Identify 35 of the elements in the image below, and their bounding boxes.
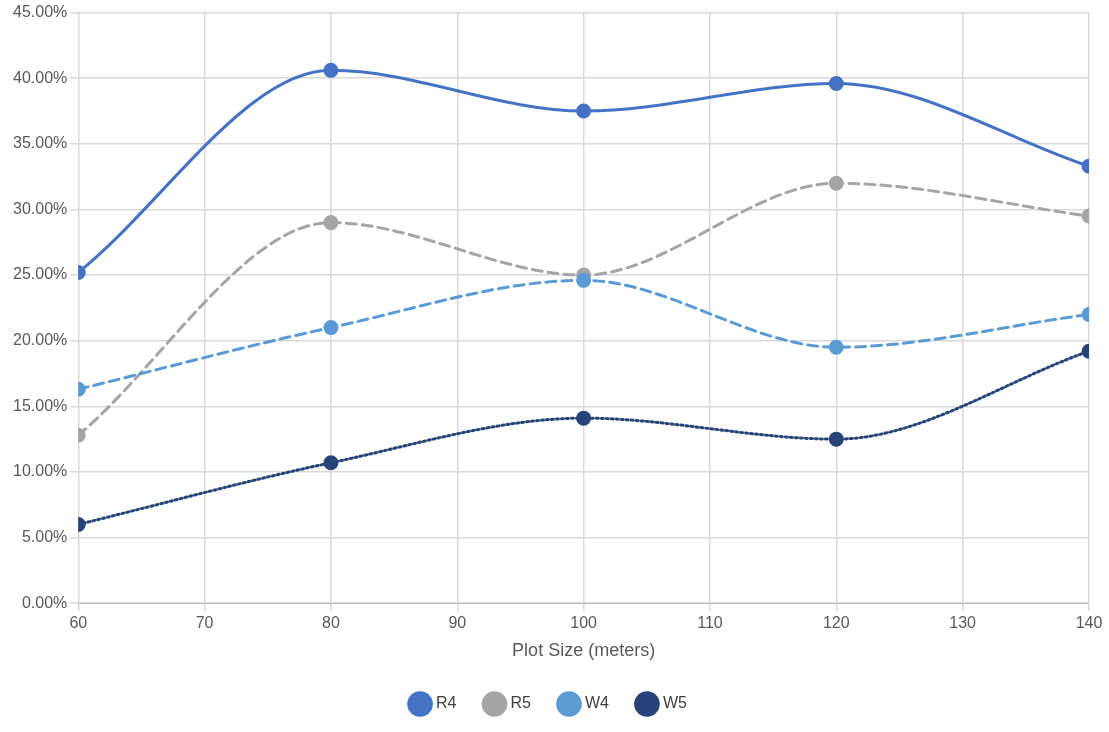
x-tick-label: 60 (69, 614, 88, 632)
y-tick-label: 40.00% (13, 68, 68, 86)
point (323, 320, 339, 336)
x-axis-title: Plot Size (meters) (512, 640, 656, 661)
x-tick-label: 130 (949, 614, 977, 632)
y-tick-label: 20.00% (13, 331, 68, 349)
point (828, 339, 844, 355)
point (323, 455, 339, 471)
y-tick-label: 15.00% (13, 396, 68, 414)
point (323, 62, 339, 78)
x-tick-label: 110 (697, 614, 723, 632)
y-tick-label: 10.00% (13, 462, 68, 480)
x-tick-label: 70 (195, 614, 214, 632)
y-tick-label: 25.00% (13, 265, 68, 283)
y-tick-label: 45.00% (13, 3, 68, 21)
point (828, 175, 844, 191)
x-tick-label: 120 (822, 614, 850, 632)
point (828, 431, 844, 447)
point (323, 215, 339, 231)
y-tick-label: 5.00% (21, 527, 68, 545)
y-tick-label: 0.00% (21, 593, 68, 611)
legend-label: W4 (584, 694, 610, 712)
legend-label: R5 (510, 694, 532, 712)
x-tick-label: 140 (1075, 614, 1103, 632)
point (576, 272, 592, 288)
point (576, 410, 592, 426)
point (576, 103, 592, 119)
point (828, 75, 844, 91)
legend-label: W5 (662, 694, 688, 712)
x-tick-label: 80 (322, 614, 340, 632)
x-tick-label: 100 (570, 614, 598, 632)
legend-label: R4 (436, 694, 457, 712)
y-tick-label: 30.00% (13, 199, 68, 217)
y-tick-label: 35.00% (13, 134, 68, 152)
x-tick-label: 90 (448, 614, 467, 632)
